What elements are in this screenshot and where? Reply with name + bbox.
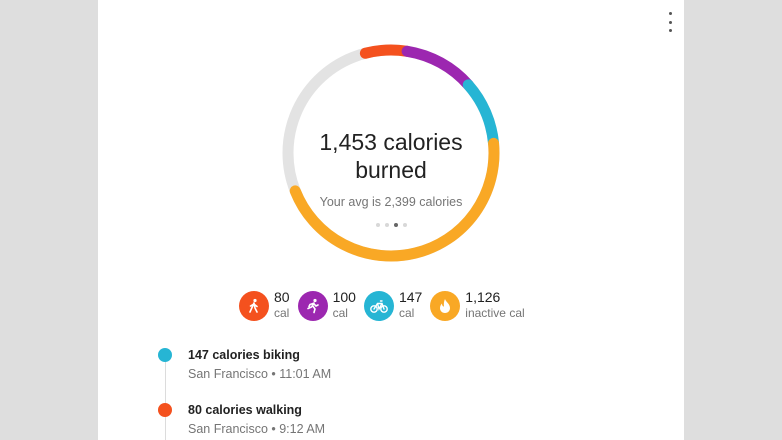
activity-biking[interactable]: 147 cal xyxy=(363,289,423,321)
flame-icon xyxy=(430,291,461,321)
walking-calories: 80 xyxy=(274,289,290,305)
biking-calories: 147 xyxy=(398,289,423,305)
menu-dot xyxy=(668,12,672,15)
calories-burned-value: 1,453 calories xyxy=(319,129,463,155)
walking-dot-icon xyxy=(158,403,172,417)
more-vert-icon[interactable] xyxy=(662,12,678,32)
biking-dot-icon xyxy=(158,348,172,362)
running-icon xyxy=(297,291,328,321)
activity-walking[interactable]: 80 cal xyxy=(239,289,290,321)
inactive-unit: inactive cal xyxy=(465,306,525,320)
timeline-title: 147 calories biking xyxy=(188,348,300,362)
calories-card: 1,453 calories burned Your avg is 2,399 … xyxy=(98,0,684,440)
page-dot[interactable] xyxy=(402,223,407,227)
ring-center: 1,453 calories burned Your avg is 2,399 … xyxy=(280,42,502,264)
timeline-subtitle: San Francisco • 9:12 AM xyxy=(188,422,326,436)
page-dot[interactable] xyxy=(375,223,380,227)
average-calories: Your avg is 2,399 calories xyxy=(319,195,463,209)
timeline-line xyxy=(165,355,166,440)
calories-burned-title: 1,453 calories burned xyxy=(280,128,502,184)
running-calories: 100 xyxy=(332,289,356,305)
ring-segment-inactive xyxy=(289,137,500,262)
calories-ring-chart xyxy=(282,44,500,262)
walking-icon xyxy=(239,291,269,321)
timeline-subtitle: San Francisco • 11:01 AM xyxy=(188,367,332,381)
bike-icon xyxy=(363,291,394,321)
calories-burned-label: burned xyxy=(355,157,427,183)
activity-breakdown: 80 cal 100 cal xyxy=(239,289,533,321)
activity-inactive[interactable]: 1,126 inactive cal xyxy=(430,289,525,321)
page-indicator[interactable] xyxy=(280,223,502,227)
calories-ring[interactable]: 1,453 calories burned Your avg is 2,399 … xyxy=(280,42,502,264)
page-dot[interactable] xyxy=(393,223,398,227)
inactive-calories: 1,126 xyxy=(465,289,501,305)
timeline-title: 80 calories walking xyxy=(188,403,302,417)
menu-dot xyxy=(668,29,672,32)
menu-dot xyxy=(668,20,672,24)
page-dot[interactable] xyxy=(384,223,389,227)
biking-unit: cal xyxy=(398,306,415,320)
walking-unit: cal xyxy=(274,306,290,320)
activity-running[interactable]: 100 cal xyxy=(297,289,356,321)
ring-segment-running xyxy=(401,45,474,91)
running-unit: cal xyxy=(332,306,348,320)
